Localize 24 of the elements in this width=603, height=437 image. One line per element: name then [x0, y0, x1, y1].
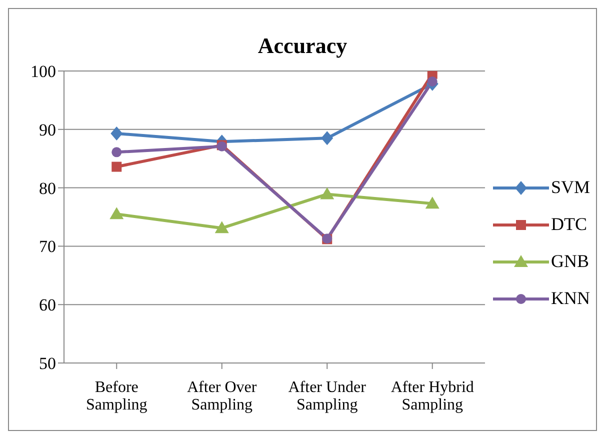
- chart-title: Accuracy: [256, 33, 348, 60]
- legend-label: SVM: [550, 177, 590, 198]
- y-tick-label: 50: [39, 354, 56, 374]
- point: [425, 196, 440, 209]
- point: [112, 162, 122, 172]
- point: [214, 221, 229, 234]
- y-tick-label: 100: [30, 62, 56, 82]
- point: [112, 147, 122, 158]
- x-tick-label: After Under Sampling: [288, 378, 367, 414]
- y-tick-label: 80: [39, 178, 56, 198]
- y-tick-label: 70: [39, 237, 56, 256]
- point: [320, 187, 334, 200]
- legend-label: KNN: [550, 288, 590, 309]
- legend-label: DTC: [550, 214, 587, 235]
- legend-label: GNB: [550, 251, 589, 272]
- x-tick-label: Before Sampling: [86, 378, 148, 414]
- y-tick-label: 60: [39, 296, 56, 315]
- y-tick-label: 90: [39, 120, 56, 140]
- x-tick-label: After Hybrid Sampling: [390, 378, 474, 414]
- point: [321, 131, 334, 146]
- point: [110, 207, 124, 220]
- point: [110, 126, 123, 140]
- point: [427, 76, 438, 87]
- x-tick-label: After Over Sampling: [186, 378, 258, 414]
